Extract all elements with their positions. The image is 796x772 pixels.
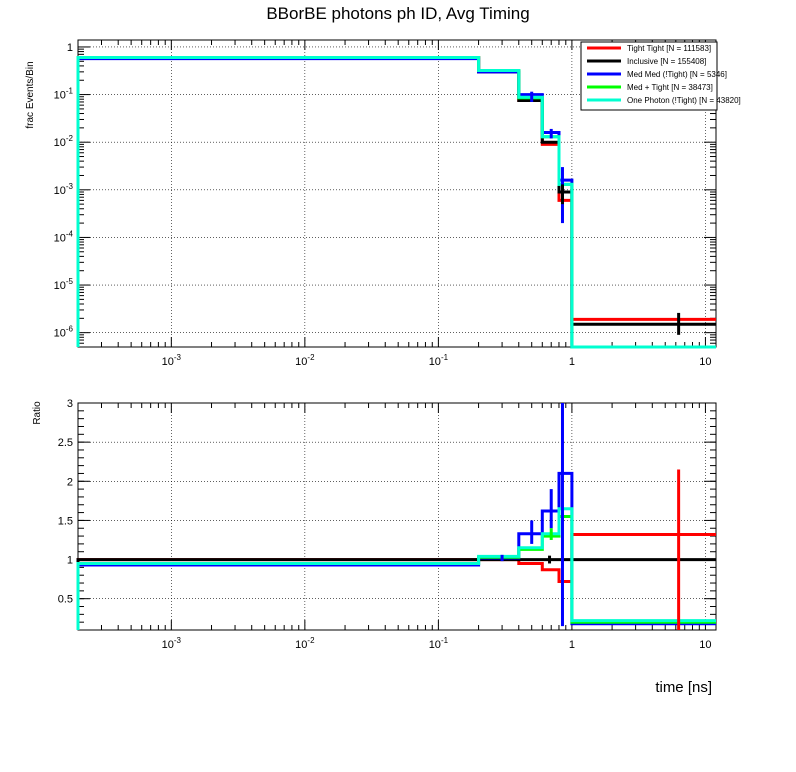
- x-tick-label: 10-2: [295, 636, 315, 651]
- y-tick-label: 10-5: [54, 277, 74, 292]
- legend-label: Med + Tight [N = 38473]: [627, 83, 713, 92]
- y-tick-label: 10-1: [54, 87, 74, 102]
- y-tick-label: 10-3: [54, 182, 74, 197]
- x-tick-label: 10-2: [295, 353, 315, 368]
- legend: Tight Tight [N = 111583] Inclusive [N = 1…: [580, 41, 741, 111]
- y-tick-label: 1: [67, 42, 73, 54]
- series-line: [76, 507, 716, 630]
- x-tick-label: 10-3: [162, 353, 182, 368]
- x-tick-label: 10-1: [429, 353, 449, 368]
- legend-label: Med Med (!Tight) [N = 5346]: [627, 70, 727, 79]
- chart-title: BBorBE photons ph ID, Avg Timing: [266, 4, 529, 23]
- bottom-panel: 10-3 10-2 10-1 1 10 0.5 1 1.5 2 2.5 3: [58, 398, 717, 651]
- x-axis-label: time [ns]: [655, 679, 712, 696]
- legend-label: Inclusive [N = 155408]: [627, 57, 706, 66]
- bottom_panel-frame: [77, 402, 717, 631]
- x-tick-label: 1: [569, 356, 575, 368]
- x-tick-label: 1: [569, 639, 575, 651]
- y-tick-label: 1.5: [58, 515, 73, 527]
- series-line: [76, 56, 716, 349]
- legend-label: Tight Tight [N = 111583]: [627, 44, 711, 53]
- y-tick-label: 0.5: [58, 594, 73, 606]
- series-line: [76, 558, 716, 630]
- y-tick-label: 3: [67, 398, 73, 410]
- y-tick-label: 1: [67, 555, 73, 567]
- bottom-ylabel: Ratio: [32, 401, 43, 425]
- x-tick-label: 10-1: [429, 636, 449, 651]
- legend-label: One Photon (!Tight) [N = 43820]: [627, 96, 741, 105]
- y-tick-label: 2.5: [58, 437, 73, 449]
- y-tick-label: 10-4: [54, 229, 74, 244]
- top-ylabel: frac Events/Bin: [25, 61, 36, 128]
- y-tick-label: 10-6: [54, 325, 74, 340]
- x-tick-label: 10: [699, 639, 711, 651]
- x-tick-label: 10-3: [162, 636, 182, 651]
- y-tick-label: 2: [67, 476, 73, 488]
- y-tick-label: 10-2: [54, 134, 74, 149]
- x-tick-label: 10: [699, 356, 711, 368]
